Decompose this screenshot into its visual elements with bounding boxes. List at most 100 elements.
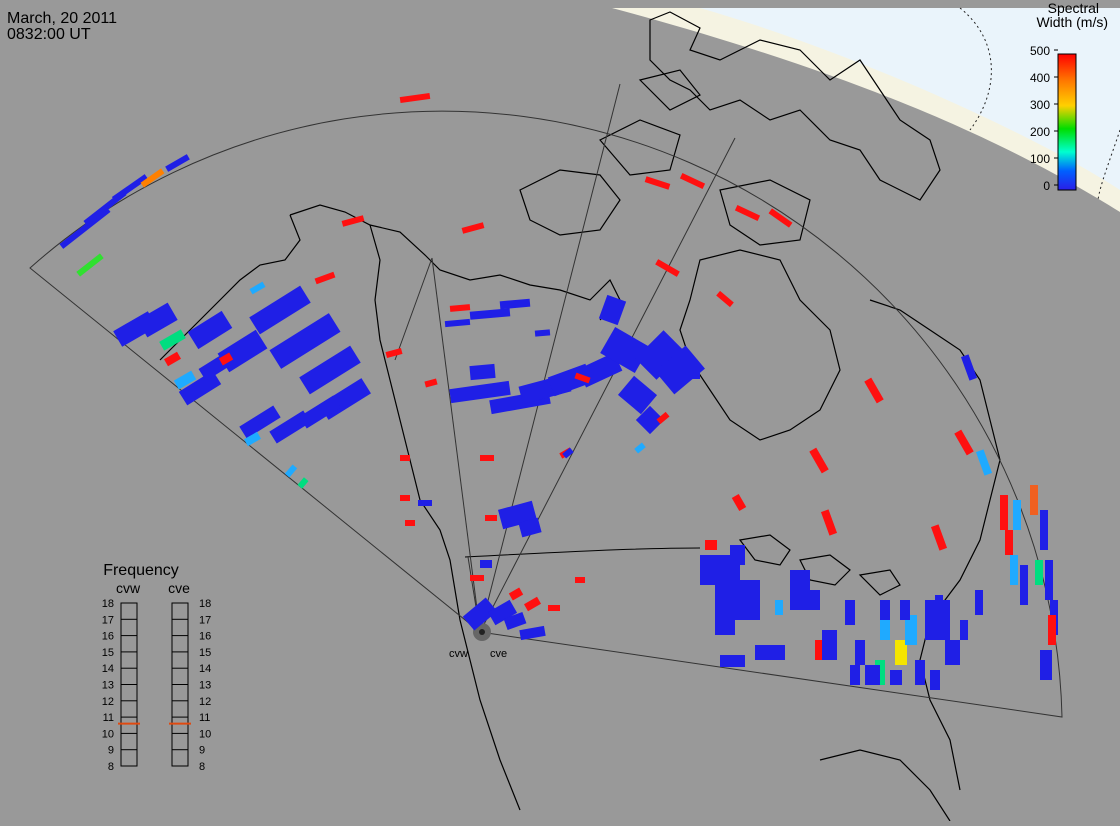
scatter-cell [524, 596, 541, 612]
scatter-cell [418, 500, 432, 506]
frequency-scale-label: 10 [199, 728, 211, 740]
scatter-cell [140, 168, 165, 188]
scatter-cell [574, 372, 591, 384]
daylight-region-cyan [700, 8, 1120, 190]
scatter-cell [400, 455, 410, 461]
scatter-cell [716, 290, 734, 308]
scatter-cell [809, 447, 829, 474]
frequency-scale-label: 11 [103, 712, 114, 724]
scatter-cell [945, 640, 960, 665]
scatter-cell [164, 351, 181, 367]
scatter-cell [800, 590, 820, 610]
radar-label-cve: cve [490, 648, 507, 660]
scatter-cell [905, 615, 917, 645]
radar-field-of-view [29, 83, 1063, 718]
colorbar-tick-label: 0 [1043, 179, 1050, 193]
scatter-cell [735, 655, 745, 667]
scatter-cell [1040, 650, 1052, 680]
frequency-scale-label: 18 [102, 598, 114, 610]
scatter-cell [249, 281, 266, 295]
scatter-cell [679, 172, 706, 190]
scatter-cell [954, 429, 974, 456]
scatter-cell [768, 208, 793, 228]
scatter-cell [548, 605, 560, 611]
frequency-scale-label: 8 [108, 761, 114, 773]
scatter-cell [855, 640, 865, 665]
scatter-cell [424, 378, 438, 388]
scatter-cell [239, 405, 281, 439]
scatter-cell [470, 575, 484, 581]
frequency-scale-label: 12 [102, 696, 114, 708]
scatter-cell [930, 670, 940, 690]
frequency-panel: Frequency cvw cve 18 17 16 15 14 13 12 11 10 9 8 18… [102, 562, 212, 773]
scatter-cell [165, 154, 190, 172]
radar-label-cvw: cvw [449, 648, 468, 660]
scatter-cell [399, 92, 431, 104]
scatter-cell [487, 599, 518, 626]
scatter-cell [385, 348, 403, 358]
scatter-cell [249, 285, 311, 335]
scatter-cell [734, 204, 761, 222]
frequency-scale-label: 13 [102, 680, 114, 692]
scatter-cell [187, 310, 233, 350]
scatter-cell [111, 174, 149, 202]
colorbar-tick-label: 300 [1030, 98, 1050, 112]
scatter-cell [244, 431, 261, 447]
scatter-cell [845, 600, 855, 625]
scatter-cell [930, 524, 948, 551]
scatter-cell [655, 259, 680, 277]
scatter-cell [297, 477, 309, 489]
frequency-radar-cvw: cvw [116, 580, 141, 596]
scatter-cell [178, 370, 222, 406]
scatter-cell [705, 540, 717, 550]
scatter-cell [508, 587, 524, 601]
scatter-cell [1000, 495, 1008, 530]
scatter-cell [880, 620, 890, 640]
scatter-cell [400, 495, 410, 501]
scatter-cell [534, 329, 551, 337]
scatter-cell [1005, 530, 1013, 555]
frequency-scale-label: 10 [102, 728, 114, 740]
frequency-scale-label: 12 [199, 696, 211, 708]
colorbar-tick-label: 200 [1030, 125, 1050, 139]
scatter-cell [644, 176, 671, 190]
colorbar-tick-label: 400 [1030, 71, 1050, 85]
scatter-cell [975, 590, 983, 615]
scatter-cell [1030, 485, 1038, 515]
colorbar-tick-label: 500 [1030, 44, 1050, 58]
scatter-cell [284, 464, 298, 478]
frequency-title: Frequency [103, 562, 179, 579]
scatter-cell [1048, 615, 1056, 645]
scatter-cell [880, 600, 890, 620]
frequency-scale-label: 13 [199, 680, 211, 692]
scatter-cell [690, 373, 700, 379]
scatter-cell [1020, 565, 1028, 605]
scatter-cell [960, 620, 968, 640]
scatter-cell [1045, 560, 1053, 600]
scatter-cell [731, 494, 747, 511]
frequency-scale-label: 17 [102, 614, 114, 626]
colorbar-units: Width (m/s) [1036, 14, 1108, 30]
scatter-cell [900, 600, 910, 620]
scatter-cell [218, 352, 234, 366]
scatter-cell [519, 625, 546, 641]
scatter-cell [850, 665, 860, 685]
scatter-cell [635, 330, 685, 380]
scatter-cell [730, 545, 745, 565]
frequency-scale-label: 14 [102, 663, 114, 675]
scatter-cell [480, 560, 492, 568]
scatter-cell [755, 645, 785, 660]
frequency-scale-label: 11 [199, 712, 210, 724]
frequency-scale-label: 15 [102, 647, 114, 659]
terminator-dashed-line [959, 7, 1120, 201]
colorbar-title: Spectral [1048, 0, 1099, 16]
colorbar-tick-label: 100 [1030, 152, 1050, 166]
scatter-cells [59, 92, 1058, 690]
scatter-cell [617, 375, 658, 415]
scatter-cell [895, 640, 907, 665]
scatter-cell [915, 660, 925, 685]
scatter-cell [975, 449, 993, 476]
scatter-cell [656, 411, 670, 425]
frequency-scale-label: 17 [199, 614, 211, 626]
